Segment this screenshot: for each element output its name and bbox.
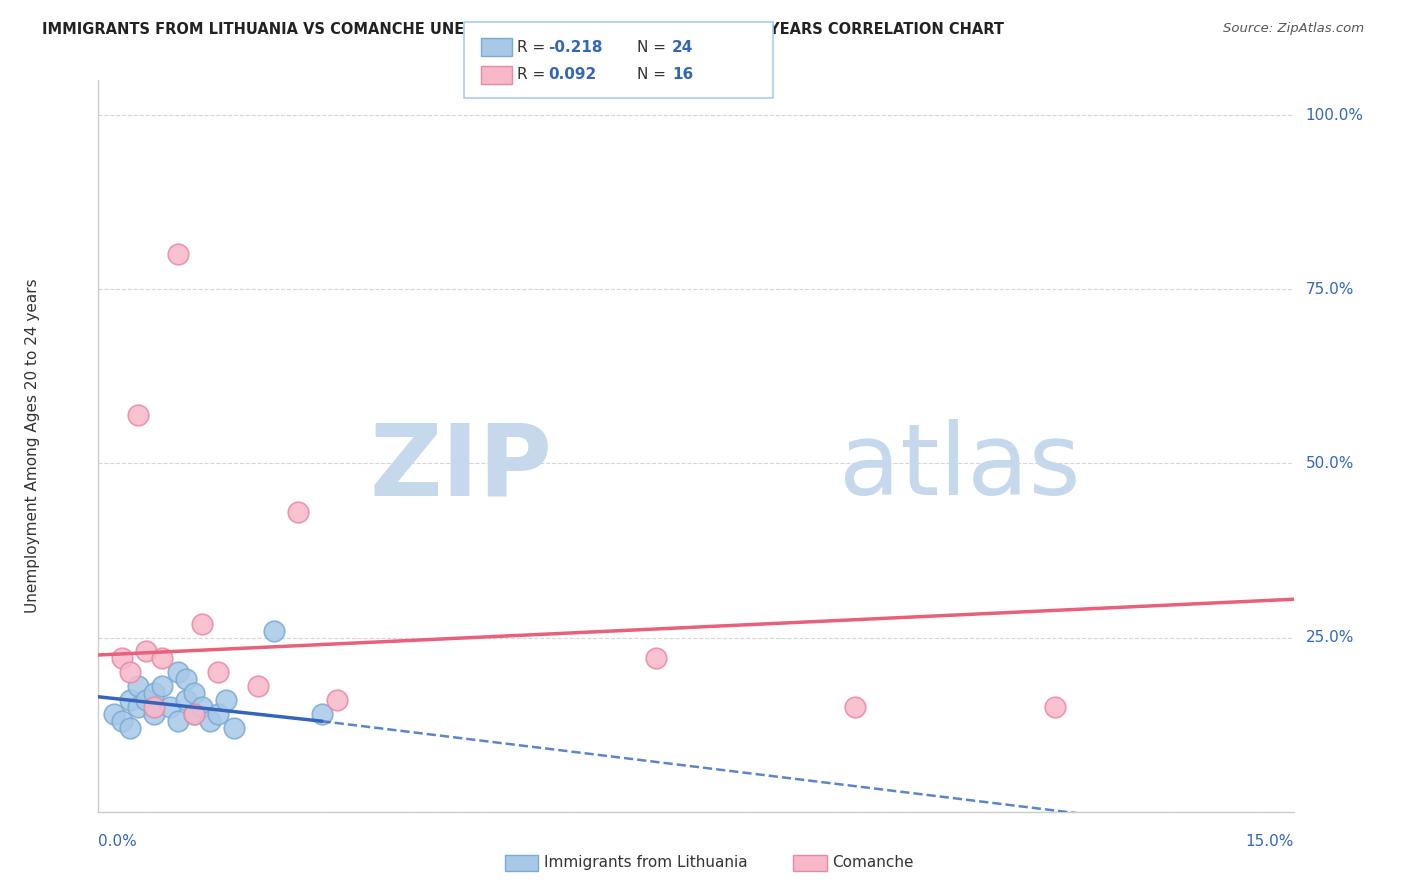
Point xyxy=(844,700,866,714)
Text: 16: 16 xyxy=(672,68,693,82)
Text: 75.0%: 75.0% xyxy=(1305,282,1354,297)
Point xyxy=(120,665,142,680)
Point xyxy=(167,714,190,728)
Point xyxy=(246,679,269,693)
Text: R =: R = xyxy=(517,40,551,54)
Point xyxy=(167,665,190,680)
Text: 24: 24 xyxy=(672,40,693,54)
Point xyxy=(127,679,149,693)
Point xyxy=(120,693,142,707)
Point xyxy=(1043,700,1066,714)
Point xyxy=(103,707,125,722)
Text: 100.0%: 100.0% xyxy=(1305,108,1364,122)
Point xyxy=(263,624,285,638)
Point xyxy=(120,721,142,735)
Point xyxy=(127,700,149,714)
Point xyxy=(143,686,166,700)
Point xyxy=(215,693,238,707)
Point xyxy=(207,665,229,680)
Point xyxy=(645,651,668,665)
Text: atlas: atlas xyxy=(839,419,1081,516)
Text: -0.218: -0.218 xyxy=(548,40,603,54)
Text: N =: N = xyxy=(637,68,671,82)
Point xyxy=(127,408,149,422)
Text: 0.0%: 0.0% xyxy=(98,834,138,849)
Text: Source: ZipAtlas.com: Source: ZipAtlas.com xyxy=(1223,22,1364,36)
Point xyxy=(191,616,214,631)
Text: R =: R = xyxy=(517,68,551,82)
Text: N =: N = xyxy=(637,40,671,54)
Point xyxy=(167,247,190,261)
Point xyxy=(159,700,181,714)
Point xyxy=(287,505,309,519)
Text: 25.0%: 25.0% xyxy=(1305,630,1354,645)
Point xyxy=(143,707,166,722)
Point xyxy=(150,651,173,665)
Point xyxy=(311,707,333,722)
Point xyxy=(143,700,166,714)
Point xyxy=(207,707,229,722)
Text: 50.0%: 50.0% xyxy=(1305,456,1354,471)
Point xyxy=(150,679,173,693)
Point xyxy=(198,714,221,728)
Text: ZIP: ZIP xyxy=(370,419,553,516)
Point xyxy=(111,714,134,728)
Point xyxy=(174,693,197,707)
Point xyxy=(111,651,134,665)
Point xyxy=(222,721,245,735)
Point xyxy=(183,707,205,722)
Point xyxy=(135,693,157,707)
Point xyxy=(183,686,205,700)
Text: Immigrants from Lithuania: Immigrants from Lithuania xyxy=(544,855,748,870)
Point xyxy=(174,673,197,687)
Text: 15.0%: 15.0% xyxy=(1246,834,1294,849)
Text: IMMIGRANTS FROM LITHUANIA VS COMANCHE UNEMPLOYMENT AMONG AGES 20 TO 24 YEARS COR: IMMIGRANTS FROM LITHUANIA VS COMANCHE UN… xyxy=(42,22,1004,37)
Point xyxy=(191,700,214,714)
Text: 0.092: 0.092 xyxy=(548,68,596,82)
Point xyxy=(183,707,205,722)
Text: Comanche: Comanche xyxy=(832,855,914,870)
Text: Unemployment Among Ages 20 to 24 years: Unemployment Among Ages 20 to 24 years xyxy=(25,278,41,614)
Point xyxy=(135,644,157,658)
Point xyxy=(326,693,349,707)
